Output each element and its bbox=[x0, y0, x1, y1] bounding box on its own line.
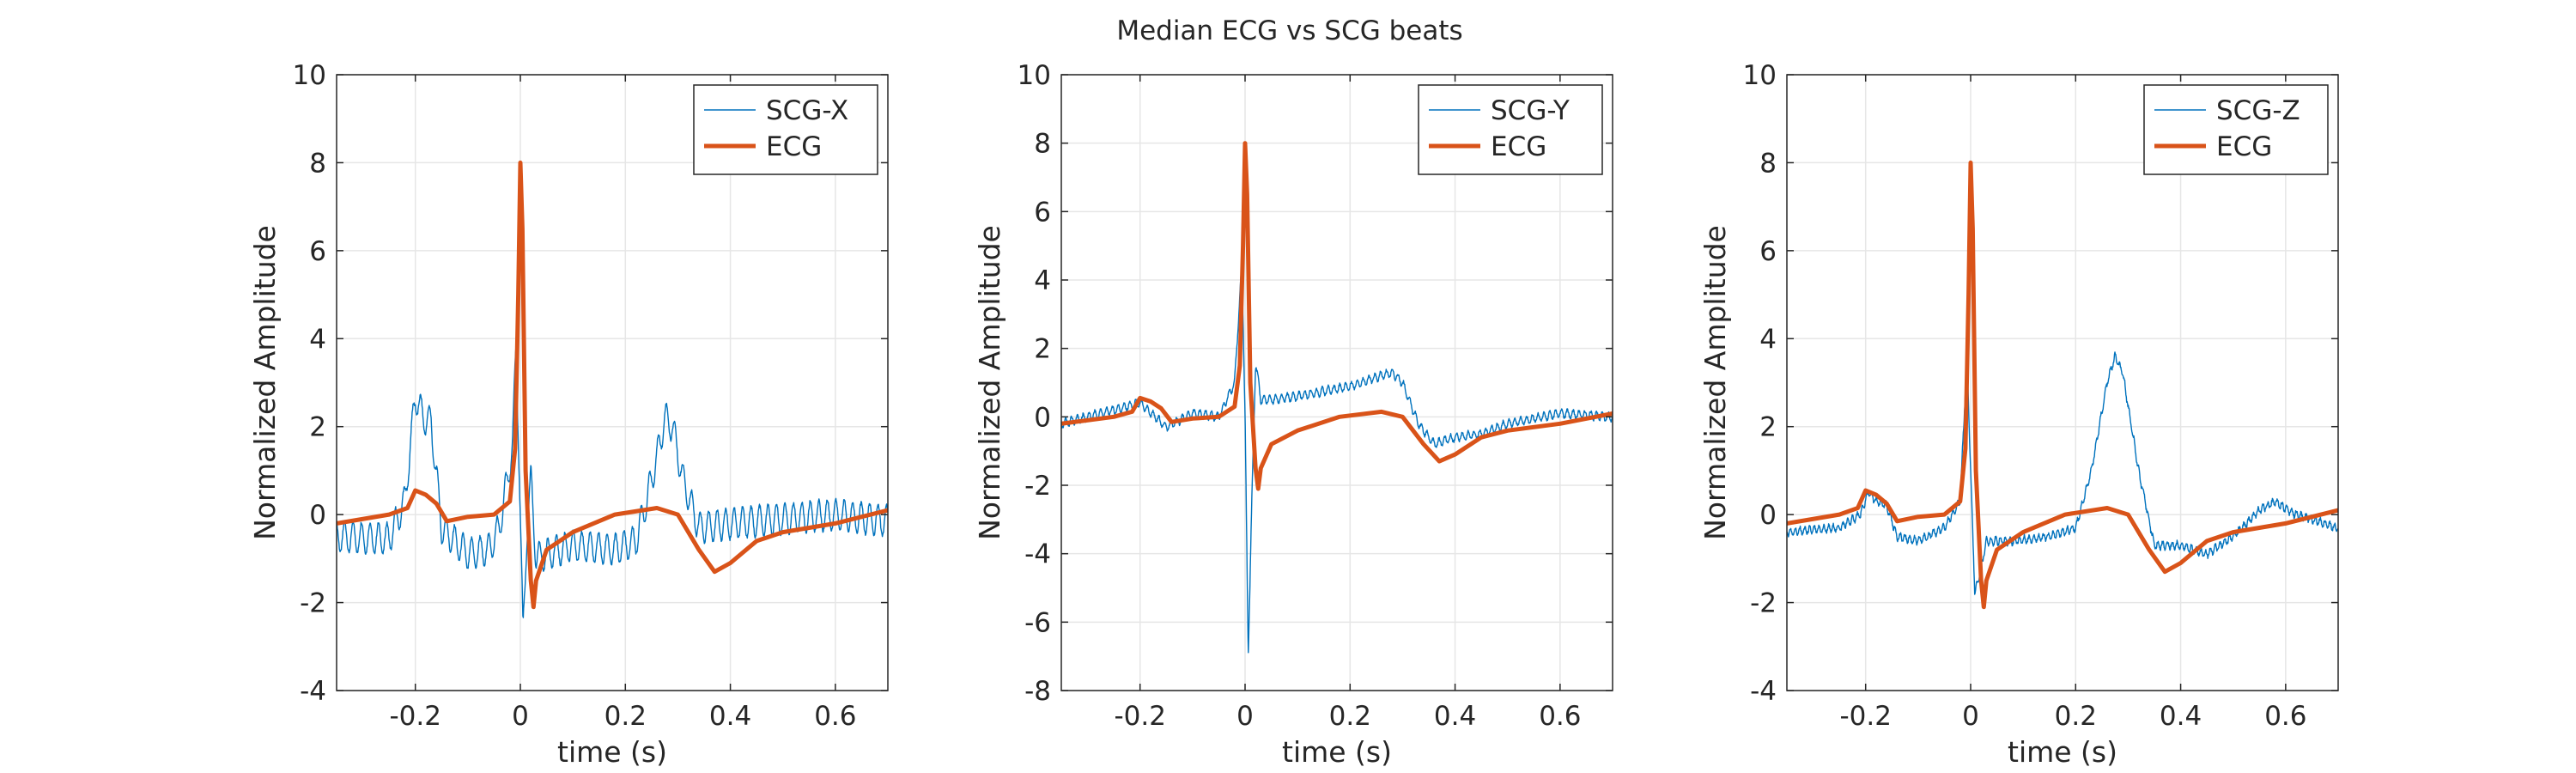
y-tick-label: 6 bbox=[309, 236, 326, 267]
y-tick-label: 10 bbox=[1018, 60, 1051, 91]
x-tick-label: 0 bbox=[1236, 701, 1254, 732]
plot-area bbox=[1061, 75, 1613, 691]
y-tick-label: -2 bbox=[1750, 588, 1777, 619]
y-tick-label: 0 bbox=[309, 500, 326, 531]
plot-area bbox=[1787, 75, 2338, 691]
x-tick-label: -0.2 bbox=[1839, 701, 1892, 732]
ecg-line bbox=[1061, 141, 1613, 491]
legend-label: SCG-Z bbox=[2216, 95, 2300, 126]
axes-box bbox=[1060, 74, 1613, 691]
legend-label: ECG bbox=[766, 131, 822, 162]
y-tick-label: 10 bbox=[293, 60, 326, 91]
panel-2: -0.2 0 0.2 0.4 0.6 -8 -6 -4 -2 0 2 4 6 8 10 time (s) Nor… bbox=[973, 60, 1613, 769]
y-tick-label: -8 bbox=[1024, 676, 1051, 707]
y-tick-label: 8 bbox=[1034, 129, 1051, 160]
plot-area bbox=[337, 75, 888, 691]
y-tick-label: 8 bbox=[1759, 148, 1777, 179]
scg-line bbox=[337, 344, 888, 618]
y-tick-label: 6 bbox=[1759, 236, 1777, 267]
figure-title: Median ECG vs SCG beats bbox=[1116, 15, 1462, 46]
y-tick-label: 4 bbox=[309, 324, 326, 355]
y-tick-label: 2 bbox=[1759, 412, 1777, 443]
x-tick-label: 0.4 bbox=[709, 701, 751, 732]
y-tick-label: 0 bbox=[1034, 402, 1051, 433]
x-tick-label: 0 bbox=[1962, 701, 1979, 732]
axes-box bbox=[336, 74, 889, 691]
y-tick-label: 2 bbox=[309, 412, 326, 443]
y-tick-label: 8 bbox=[309, 148, 326, 179]
legend-label: SCG-X bbox=[766, 95, 848, 126]
y-tick-label: 10 bbox=[1743, 60, 1777, 91]
y-tick-label: 4 bbox=[1759, 324, 1777, 355]
x-tick-label: 0.4 bbox=[2160, 701, 2202, 732]
x-tick-label: -0.2 bbox=[389, 701, 441, 732]
x-tick-label: 0.2 bbox=[2055, 701, 2097, 732]
y-tick-label: -6 bbox=[1024, 607, 1051, 638]
x-tick-label: 0.6 bbox=[2264, 701, 2306, 732]
legend-label: ECG bbox=[1491, 131, 1546, 162]
scg-line bbox=[1061, 263, 1613, 654]
legend: SCG-X ECG bbox=[693, 84, 878, 175]
y-tick-label: 2 bbox=[1034, 334, 1051, 365]
x-tick-label: 0.2 bbox=[1329, 701, 1371, 732]
x-axis-label: time (s) bbox=[557, 735, 667, 769]
legend-box bbox=[2143, 84, 2329, 175]
y-tick-label: 4 bbox=[1034, 265, 1051, 296]
x-tick-label: -0.2 bbox=[1114, 701, 1166, 732]
x-tick-label: 0.4 bbox=[1434, 701, 1476, 732]
legend: SCG-Z ECG bbox=[2143, 84, 2329, 175]
x-axis-label: time (s) bbox=[1282, 735, 1392, 769]
y-tick-label: -4 bbox=[1750, 676, 1777, 707]
y-tick-label: 0 bbox=[1759, 500, 1777, 531]
scg-line bbox=[1787, 351, 2338, 595]
panel-3: -0.2 0 0.2 0.4 0.6 -4 -2 0 2 4 6 8 10 time (s) Normali… bbox=[1698, 60, 2339, 769]
y-axis-label: Normalized Amplitude bbox=[248, 225, 282, 540]
legend-box bbox=[693, 84, 878, 175]
legend-label: ECG bbox=[2216, 131, 2272, 162]
ecg-line bbox=[1787, 160, 2338, 610]
y-tick-label: -4 bbox=[1024, 539, 1051, 570]
x-tick-label: 0.6 bbox=[814, 701, 856, 732]
y-tick-label: -4 bbox=[300, 676, 326, 707]
legend-box bbox=[1418, 84, 1603, 175]
y-tick-label: -2 bbox=[300, 588, 326, 619]
y-tick-label: 6 bbox=[1034, 197, 1051, 228]
panels: -0.2 0 0.2 0.4 0.6 -4 -2 0 2 4 6 8 10 time (s) Normali… bbox=[248, 60, 2339, 769]
series-group bbox=[337, 160, 888, 618]
x-axis-label: time (s) bbox=[2008, 735, 2117, 769]
y-axis-label: Normalized Amplitude bbox=[1698, 225, 1732, 540]
y-tick-label: -2 bbox=[1024, 471, 1051, 502]
y-axis-label: Normalized Amplitude bbox=[973, 225, 1006, 540]
x-tick-label: 0.6 bbox=[1539, 701, 1581, 732]
x-tick-label: 0 bbox=[512, 701, 529, 732]
legend-label: SCG-Y bbox=[1491, 95, 1570, 126]
series-group bbox=[1787, 160, 2338, 610]
series-group bbox=[1061, 141, 1613, 654]
axes-box bbox=[1786, 74, 2339, 691]
ecg-line bbox=[337, 160, 888, 610]
legend: SCG-Y ECG bbox=[1418, 84, 1603, 175]
panel-1: -0.2 0 0.2 0.4 0.6 -4 -2 0 2 4 6 8 10 time (s) Normali… bbox=[248, 60, 889, 769]
x-tick-label: 0.2 bbox=[605, 701, 647, 732]
